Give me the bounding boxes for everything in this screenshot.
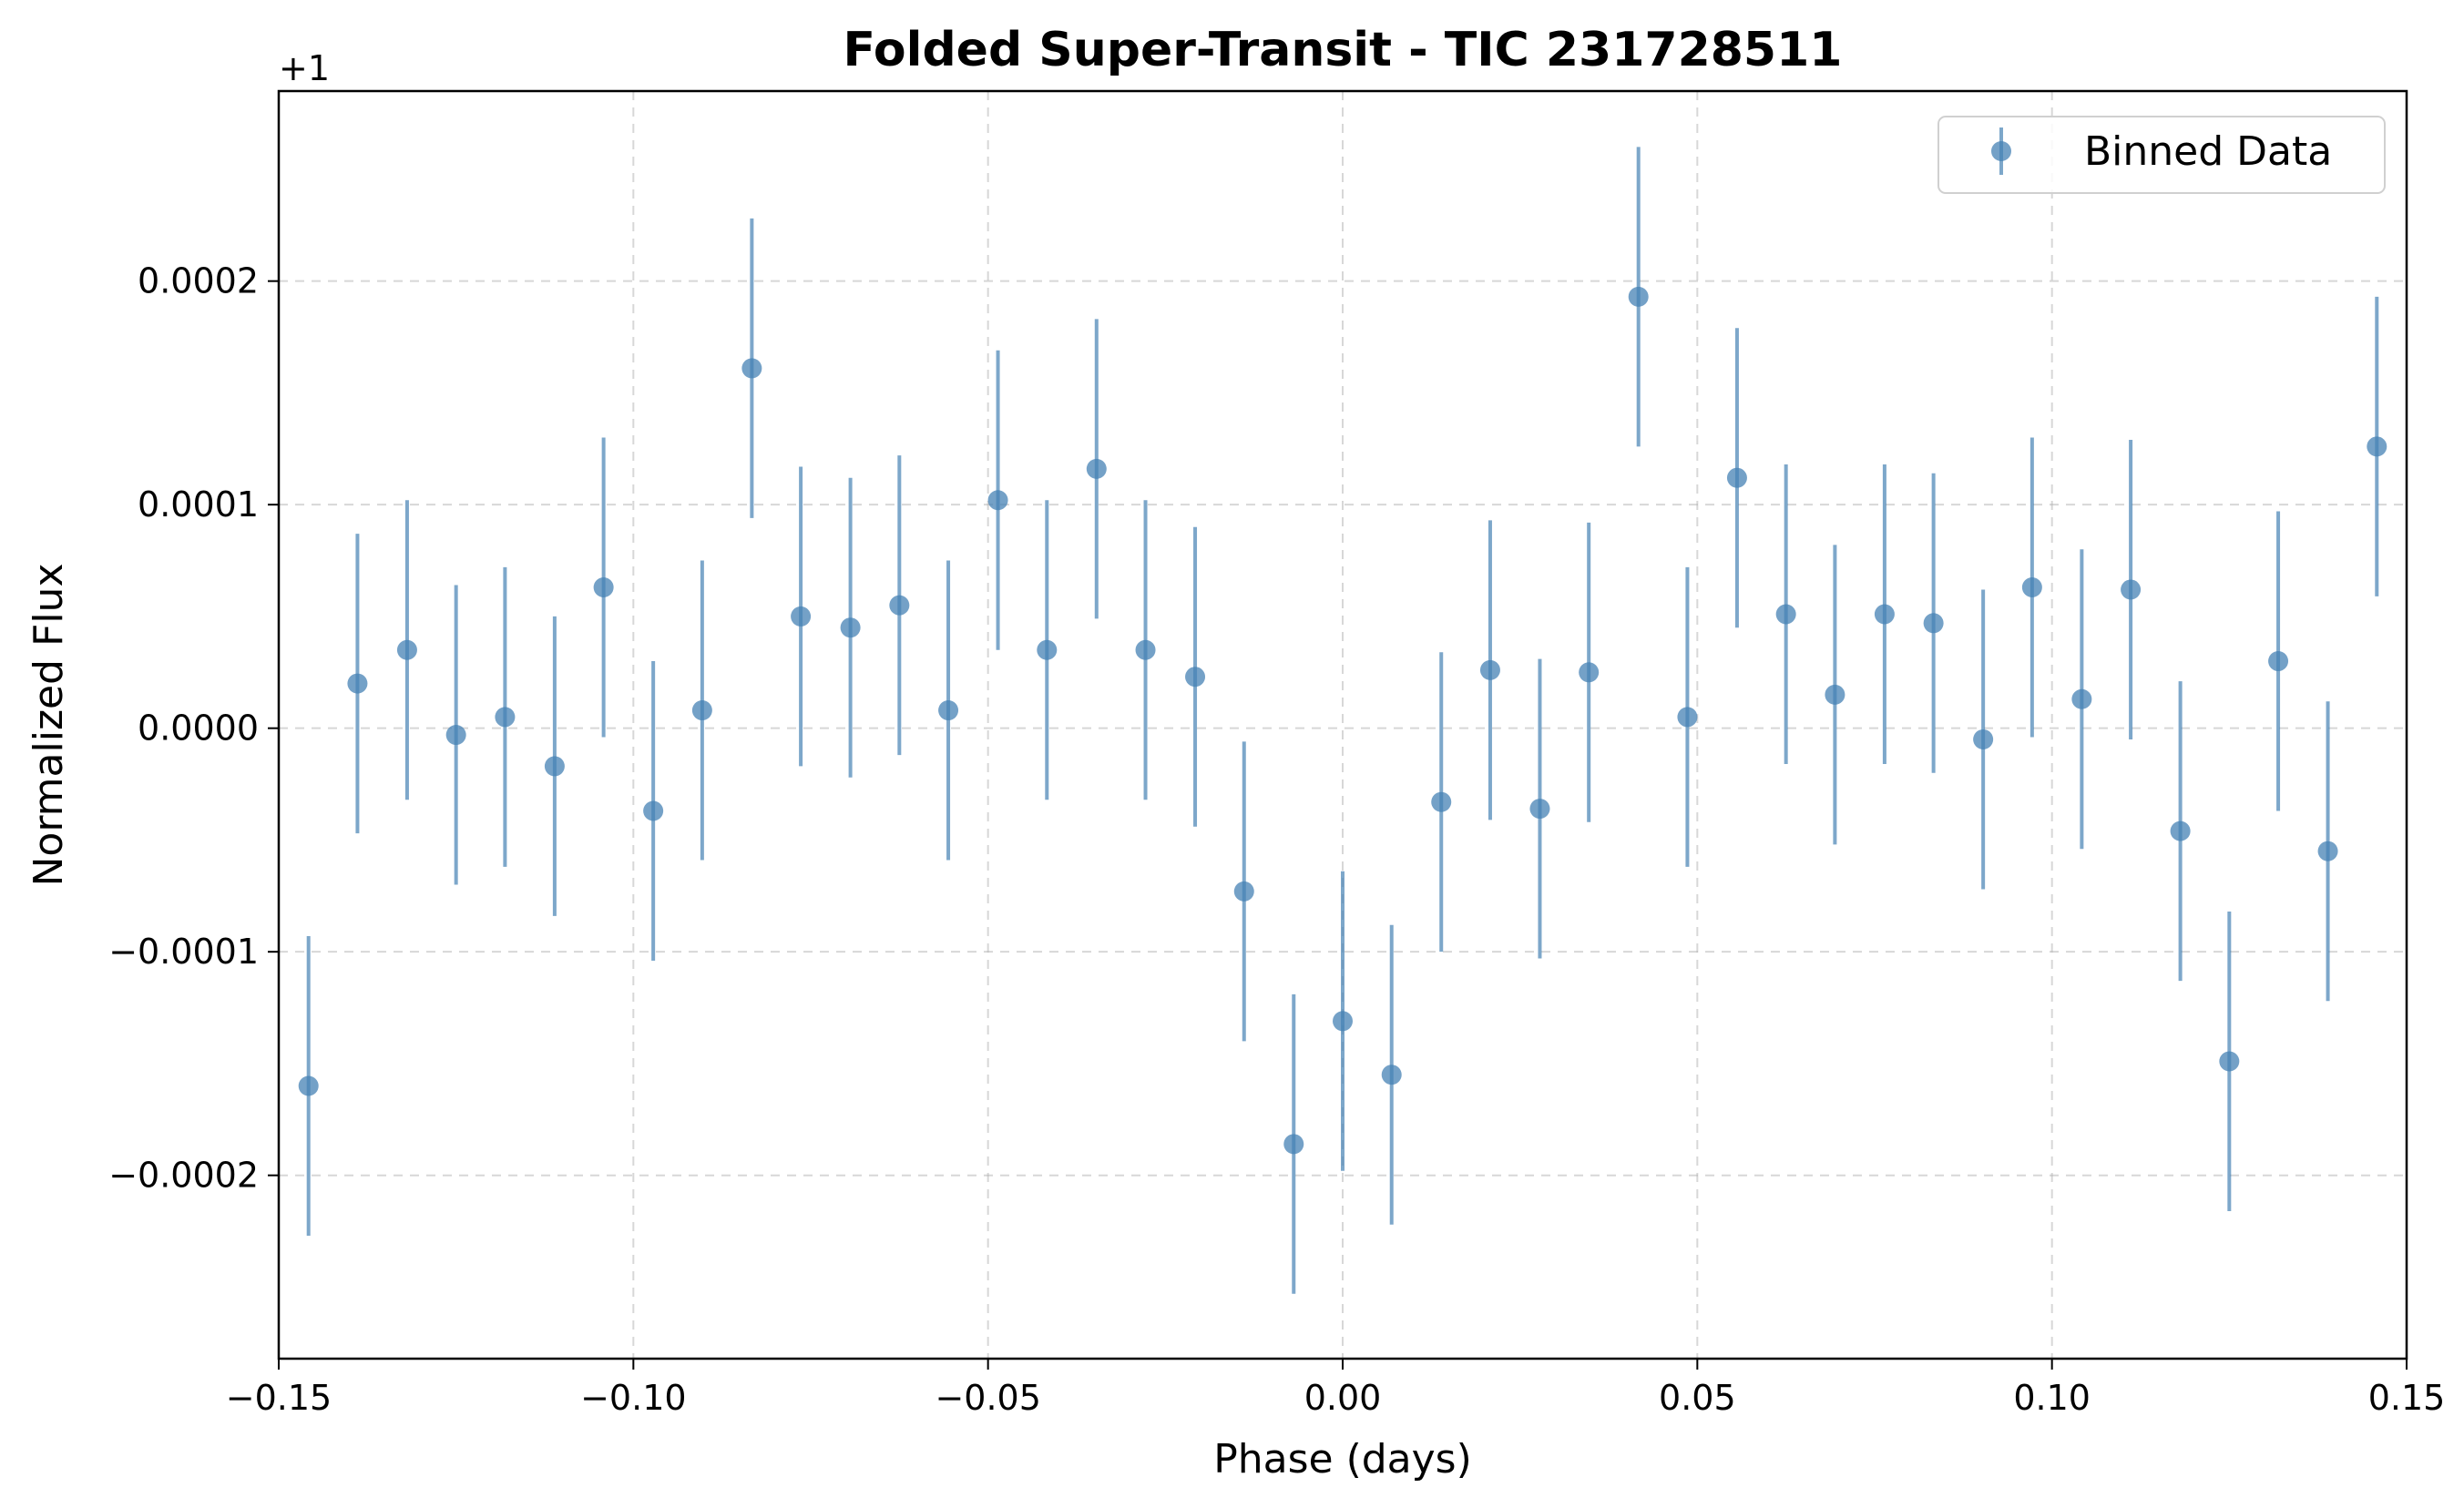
data-point: [1529, 799, 1550, 820]
data-point: [495, 707, 516, 728]
x-tick-label: 0.15: [2368, 1378, 2446, 1418]
legend-box: [1937, 116, 2386, 194]
data-point: [2121, 579, 2142, 600]
data-point: [1037, 639, 1058, 660]
data-point: [741, 358, 762, 379]
data-point: [2071, 688, 2092, 709]
x-axis-label: Phase (days): [1213, 1436, 1472, 1483]
legend-label: Binned Data: [2084, 128, 2332, 175]
data-point: [347, 673, 368, 694]
data-point: [2367, 436, 2387, 457]
y-tick-label: 0.0000: [138, 708, 259, 749]
data-point: [1628, 286, 1649, 307]
y-tick-label: 0.0001: [138, 484, 259, 525]
data-point: [1579, 662, 1600, 683]
data-point: [593, 577, 614, 598]
legend-point-marker: [1991, 141, 2011, 161]
y-tick-label: −0.0001: [108, 932, 259, 972]
x-tick-label: −0.15: [226, 1378, 332, 1418]
data-point: [643, 800, 664, 821]
data-point: [1381, 1065, 1402, 1085]
data-point: [1479, 659, 1500, 680]
data-point: [1185, 667, 1206, 688]
data-point: [1923, 613, 1944, 634]
y-axis-ticks: −0.0002 −0.0001 0.0000 0.0001 0.0002: [108, 261, 279, 1196]
data-point: [1086, 458, 1107, 479]
x-tick-label: 0.00: [1304, 1378, 1382, 1418]
x-tick-label: −0.05: [935, 1378, 1040, 1418]
data-point: [2170, 820, 2191, 841]
data-point: [544, 756, 565, 777]
y-axis-label: Normalized Flux: [26, 564, 72, 887]
data-point: [691, 700, 712, 721]
data-point: [840, 617, 861, 638]
data-point: [791, 606, 812, 627]
data-point: [1283, 1134, 1304, 1155]
data-point: [938, 700, 959, 721]
x-tick-label: 0.05: [1659, 1378, 1736, 1418]
data-point: [1333, 1011, 1353, 1032]
data-point: [1874, 604, 1895, 625]
data-point: [1135, 639, 1156, 660]
data-point: [1825, 684, 1845, 705]
x-tick-label: 0.10: [2013, 1378, 2091, 1418]
data-point: [396, 639, 417, 660]
data-point: [2268, 651, 2289, 672]
data-point: [1775, 604, 1796, 625]
y-offset-label: +1: [279, 48, 330, 88]
chart-title: Folded Super-Transit - TIC 231728511: [843, 23, 1843, 77]
data-point: [2021, 577, 2042, 598]
data-point: [987, 490, 1008, 511]
legend: Binned Data: [1937, 116, 2386, 194]
data-point: [2317, 841, 2338, 861]
data-point: [1431, 791, 1452, 812]
data-point: [1677, 707, 1698, 728]
data-point: [1973, 729, 1994, 749]
data-point: [889, 595, 910, 616]
data-point: [1233, 881, 1254, 902]
y-tick-label: 0.0002: [138, 261, 259, 301]
y-tick-label: −0.0002: [108, 1156, 259, 1196]
data-point: [2219, 1051, 2240, 1072]
x-tick-label: −0.10: [580, 1378, 686, 1418]
data-point: [445, 725, 466, 746]
x-axis-ticks: −0.15 −0.10 −0.05 0.00 0.05 0.10 0.15: [226, 1359, 2446, 1418]
data-points: [298, 286, 2387, 1155]
data-point: [298, 1075, 319, 1096]
data-point: [1726, 467, 1747, 488]
